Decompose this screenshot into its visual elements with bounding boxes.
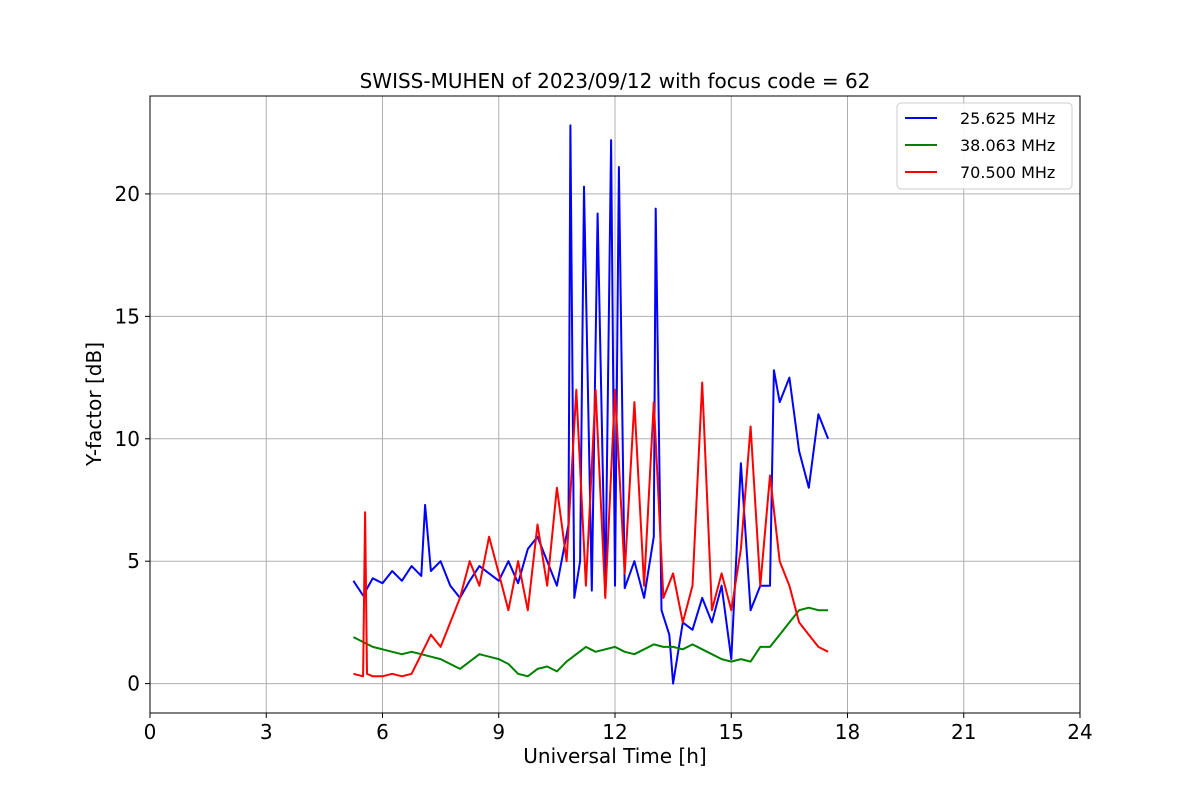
y-tick-label: 10	[115, 427, 140, 451]
series-line-3	[353, 381, 829, 678]
x-tick-label: 12	[602, 720, 627, 744]
series-line-2	[352, 606, 829, 678]
legend-label-3: 70.500 MHz	[960, 163, 1055, 182]
legend-frame	[896, 102, 1073, 190]
legend: 25.625 MHz 38.063 MHz 70.500 MHz	[896, 102, 1073, 190]
series-layer	[352, 124, 830, 685]
y-axis-label: Y-factor [dB]	[82, 342, 106, 467]
x-tick-label: 24	[1067, 720, 1092, 744]
y-tick-label: 0	[127, 672, 140, 696]
y-tick-label: 20	[115, 182, 140, 206]
x-tick-label: 18	[835, 720, 860, 744]
x-tick-label: 21	[951, 720, 976, 744]
x-tick-label: 15	[719, 720, 744, 744]
y-tick-label: 5	[127, 549, 140, 573]
legend-label-1: 25.625 MHz	[960, 109, 1055, 128]
legend-label-2: 38.063 MHz	[960, 136, 1055, 155]
x-tick-label: 3	[260, 720, 273, 744]
x-tick-label: 6	[376, 720, 389, 744]
x-axis-label: Universal Time [h]	[523, 744, 706, 768]
ticks: 0 3 6 9 12 15 18 21 24 0 5 10 15 20	[115, 182, 1093, 744]
y-tick-label: 15	[115, 304, 140, 328]
x-tick-label: 0	[144, 720, 157, 744]
x-tick-label: 9	[492, 720, 505, 744]
chart-title: SWISS-MUHEN of 2023/09/12 with focus cod…	[360, 69, 871, 93]
